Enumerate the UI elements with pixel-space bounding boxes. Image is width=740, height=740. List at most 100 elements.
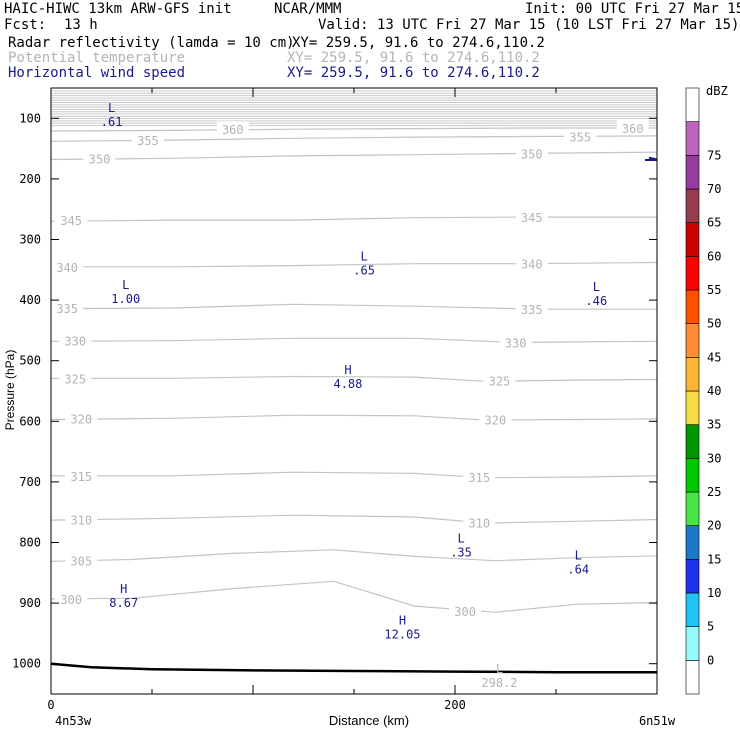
extremum-value: 12.05 <box>384 627 420 641</box>
theta-contour-label: 355 <box>569 130 591 144</box>
theta-label-bg <box>65 511 98 527</box>
theta-contour-line <box>50 414 658 421</box>
y-tick-label: 400 <box>19 293 41 307</box>
colorbar-swatch <box>685 559 700 594</box>
x-tick-label: 200 <box>444 698 466 712</box>
theta-label-bg <box>499 334 532 350</box>
x-end-label: 6n51w <box>639 714 676 728</box>
terrain-layer <box>50 662 657 674</box>
colorbar-swatch <box>685 525 700 560</box>
field-theta-name: Potential temperature <box>8 50 186 66</box>
colorbar-swatch <box>685 289 700 324</box>
terrain-surface-line <box>50 662 657 674</box>
theta-contour-line <box>50 580 658 613</box>
theta-contour-label: 335 <box>521 303 543 317</box>
theta-label-bg <box>515 209 548 225</box>
theta-label-bg <box>51 299 84 315</box>
extremum-value: 298.2 <box>481 676 517 690</box>
theta-contour-label: 340 <box>56 261 78 275</box>
extremum-type: L <box>496 662 503 676</box>
field-reflectivity-name: Radar reflectivity (lamda = 10 cm) <box>8 35 295 51</box>
header-org: NCAR/MMM <box>274 1 342 17</box>
theta-label-bg <box>55 590 88 606</box>
extremum-value: .64 <box>567 562 589 576</box>
theta-contour-label: 340 <box>521 258 543 272</box>
y-tick-label: 300 <box>19 233 41 247</box>
theta-contour-line <box>50 303 657 310</box>
theta-contour-label: 320 <box>70 412 92 426</box>
extremum-value: .65 <box>353 264 375 278</box>
theta-contour-layer: 300 300 305 310 310 315 315 320 320 325 325 330 330 3… <box>50 90 658 619</box>
colorbar-swatch <box>685 256 700 291</box>
y-tick-label: 500 <box>19 354 41 368</box>
field-reflectivity-xy: XY= 259.5, 91.6 to 274.6,110.2 <box>292 35 545 51</box>
colorbar-level-label: 25 <box>707 485 721 499</box>
colorbar-swatch <box>685 357 700 392</box>
header-fcst-label: Fcst: <box>4 17 47 33</box>
header-model: HAIC-HIWC 13km ARW-GFS init <box>4 1 232 17</box>
theta-label-bg <box>515 145 548 161</box>
theta-contour-label: 325 <box>64 372 86 386</box>
theta-contour-label: 355 <box>137 134 159 148</box>
extremum-value: .46 <box>586 294 608 308</box>
theta-contour-label: 345 <box>60 214 82 228</box>
wind-contour-layer <box>645 156 658 161</box>
extremum-value: .61 <box>101 115 123 129</box>
theta-contour-label: 325 <box>489 375 511 389</box>
theta-label-bg <box>479 411 512 427</box>
extremum-value: 8.67 <box>109 596 138 610</box>
colorbar-swatch <box>685 155 700 190</box>
colorbar-unit-label: dBZ <box>706 84 728 98</box>
theta-label-bg <box>483 372 516 388</box>
theta-label-bg <box>83 150 116 166</box>
theta-contour-line <box>50 216 657 222</box>
colorbar-swatch <box>685 188 700 223</box>
colorbar-swatch <box>685 222 700 257</box>
theta-label-bg <box>449 602 482 618</box>
theta-label-bg <box>564 128 597 144</box>
extremum-type: L <box>457 532 464 546</box>
extremum-type: H <box>120 582 127 596</box>
theta-contour-line <box>50 514 658 524</box>
colorbar-swatch <box>685 458 700 493</box>
theta-label-bg <box>515 301 548 317</box>
extremum-type: L <box>593 280 600 294</box>
theta-label-bg <box>515 255 548 271</box>
theta-contour-line <box>50 337 658 344</box>
colorbar-level-label: 75 <box>707 148 721 162</box>
colorbar-level-label: 0 <box>707 653 714 667</box>
y-tick-label: 200 <box>19 172 41 186</box>
y-tick-label: 700 <box>19 475 41 489</box>
field-wind-xy: XY= 259.5, 91.6 to 274.6,110.2 <box>287 65 540 81</box>
extremum-value: .35 <box>450 546 472 560</box>
theta-label-bg <box>463 514 496 530</box>
theta-label-bg <box>216 121 249 137</box>
theta-contour-label: 320 <box>485 413 507 427</box>
theta-contour-label: 300 <box>454 605 476 619</box>
theta-contour-label: 350 <box>89 152 111 166</box>
colorbar-swatch <box>685 592 700 627</box>
theta-contour-label: 360 <box>622 122 644 136</box>
theta-contour-label: 330 <box>64 335 86 349</box>
colorbar-level-label: 30 <box>707 451 721 465</box>
theta-label-bg <box>59 370 92 386</box>
y-tick-label: 100 <box>19 111 41 125</box>
theta-contour-line <box>50 151 658 161</box>
extremum-type: L <box>108 101 115 115</box>
axes-layer: 100 200 300 400 500 600 700 800 900 1000 0 200 <box>12 88 658 712</box>
field-wind-name: Horizontal wind speed <box>8 65 186 81</box>
colorbar-level-label: 15 <box>707 552 721 566</box>
extremum-type: H <box>344 363 351 377</box>
colorbar: 0 5 10 15 20 25 30 35 40 45 50 55 60 65 70 75 dBZ <box>685 84 728 695</box>
extremum-type: L <box>360 250 367 264</box>
extremum-type: L <box>122 278 129 292</box>
theta-label-bg <box>463 469 496 485</box>
colorbar-level-label: 70 <box>707 182 721 196</box>
x-tick-label: 0 <box>47 698 54 712</box>
colorbar-swatch <box>685 121 700 156</box>
theta-label-bg <box>616 119 649 135</box>
field-theta-xy: XY= 259.5, 91.6 to 274.6,110.2 <box>287 50 540 66</box>
colorbar-swatch <box>685 660 700 695</box>
colorbar-swatch <box>685 491 700 526</box>
